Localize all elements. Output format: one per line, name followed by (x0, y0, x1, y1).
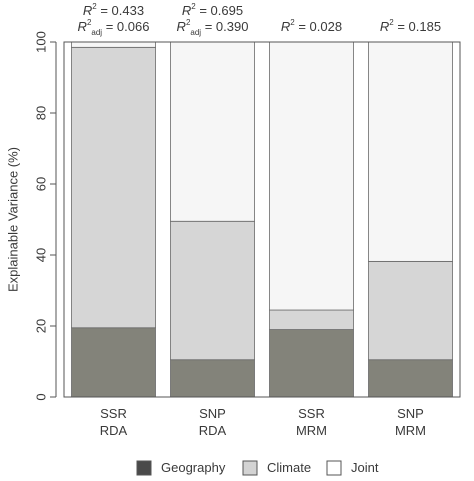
legend-label-climate: Climate (267, 460, 311, 475)
bar-segment-climate (71, 46, 156, 329)
bar-segment-joint (170, 41, 255, 222)
r2-label: R2 = 0.028 (281, 18, 342, 34)
y-tick-label: 60 (33, 177, 48, 191)
bar-segment-geography (269, 329, 354, 398)
category-label-line2: MRM (296, 423, 327, 438)
r2-label: R2 = 0.433 (83, 2, 144, 18)
legend-label-geography: Geography (161, 460, 226, 475)
legend-swatch-geography (136, 460, 152, 476)
y-axis: 0 20 40 60 80 100 Explainable Variance (%) (5, 31, 57, 401)
bar-segment-climate (170, 220, 255, 361)
bar-segment-joint (368, 41, 453, 262)
category-label-line1: SNP (397, 406, 424, 421)
bar-segment-climate (269, 309, 354, 330)
y-tick-label: 80 (33, 106, 48, 120)
category-label-line2: RDA (199, 423, 227, 438)
r2-label: R2 = 0.185 (380, 18, 441, 34)
category-label-line1: SSR (298, 406, 325, 421)
y-tick-label: 100 (33, 31, 48, 53)
bar-segment-geography (170, 359, 255, 398)
category-label-line1: SSR (100, 406, 127, 421)
bar-segment-climate (368, 260, 453, 361)
category-label-line2: RDA (100, 423, 128, 438)
y-tick-label: 0 (33, 393, 48, 400)
r2-label: R2 = 0.695 (182, 2, 243, 18)
legend-swatch-climate (242, 460, 258, 476)
category-label-line2: MRM (395, 423, 426, 438)
legend: Geography Climate Joint (136, 460, 379, 476)
bar-segment-joint (269, 41, 354, 311)
category-label-line1: SNP (199, 406, 226, 421)
r2-adj-label: R2adj = 0.390 (177, 18, 249, 37)
legend-swatch-joint (326, 460, 342, 476)
bar-segment-geography (71, 327, 156, 398)
bars (71, 41, 453, 398)
y-axis-title: Explainable Variance (%) (5, 147, 20, 292)
r2-adj-label: R2adj = 0.066 (78, 18, 150, 37)
category-labels: SSR RDA SNP RDA SSR MRM SNP MRM (100, 406, 426, 438)
legend-label-joint: Joint (351, 460, 379, 475)
bar-segment-geography (368, 359, 453, 398)
plot-frame (63, 41, 461, 398)
y-tick-label: 20 (33, 319, 48, 333)
y-tick-label: 40 (33, 248, 48, 262)
bar-segment-joint (71, 41, 156, 48)
